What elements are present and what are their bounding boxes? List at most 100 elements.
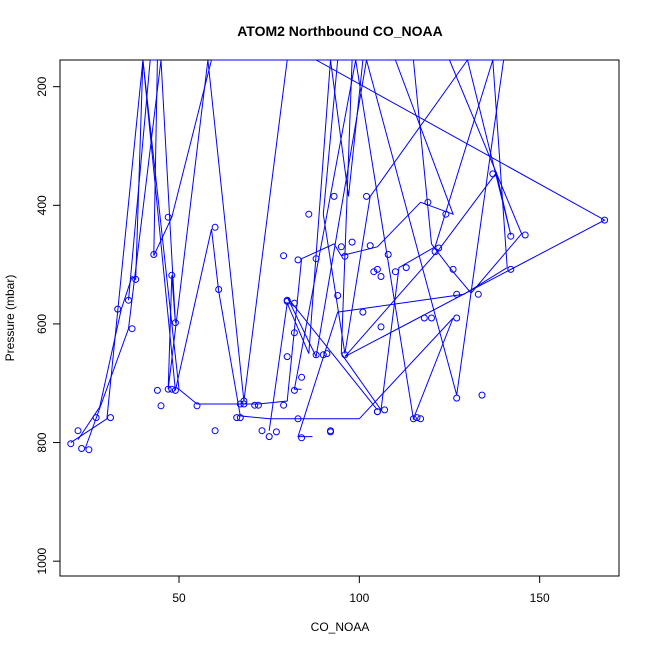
data-point xyxy=(280,401,288,409)
data-point xyxy=(377,273,385,280)
x-tick-label: 100 xyxy=(349,591,369,605)
data-point xyxy=(125,296,132,304)
data-point xyxy=(521,231,529,239)
data-point xyxy=(78,445,86,452)
data-point xyxy=(391,268,399,276)
data-point xyxy=(211,427,219,435)
data-point xyxy=(298,434,306,442)
data-point xyxy=(420,314,428,322)
data-point xyxy=(211,223,219,231)
data-point xyxy=(240,400,248,408)
data-point xyxy=(164,213,172,221)
data-point xyxy=(373,265,381,273)
data-point xyxy=(453,290,461,298)
data-point xyxy=(128,325,136,333)
x-tick-label: 50 xyxy=(172,591,186,605)
data-point xyxy=(330,192,338,200)
data-point xyxy=(236,414,244,422)
data-point xyxy=(319,351,327,359)
data-point xyxy=(337,243,345,251)
data-point xyxy=(283,353,291,361)
data-point xyxy=(424,198,432,206)
y-axis-label: Pressure (mbar) xyxy=(3,275,17,362)
data-point xyxy=(417,415,425,423)
data-point xyxy=(384,251,392,258)
data-point xyxy=(453,314,461,322)
data-point xyxy=(474,290,482,298)
data-point xyxy=(341,351,349,359)
data-point xyxy=(67,440,75,448)
data-point xyxy=(442,210,450,218)
y-tick-label: 1000 xyxy=(35,548,49,575)
series-line-2 xyxy=(77,59,454,440)
data-point xyxy=(85,446,93,454)
data-point xyxy=(298,373,306,381)
data-point xyxy=(435,244,443,252)
data-point xyxy=(215,286,223,293)
data-point xyxy=(507,265,515,273)
data-point xyxy=(236,400,244,408)
data-point xyxy=(370,268,378,276)
data-point xyxy=(348,238,356,246)
data-point xyxy=(193,402,201,410)
data-point xyxy=(366,242,374,250)
data-point xyxy=(254,401,262,409)
series-line-1 xyxy=(128,58,606,411)
y-axis: 200 400 600 800 1000 xyxy=(35,76,60,575)
series-line-3 xyxy=(84,59,523,449)
data-point xyxy=(265,433,273,441)
data-point xyxy=(373,408,381,416)
marker-layer xyxy=(67,170,609,454)
data-point xyxy=(363,192,370,200)
data-point xyxy=(431,248,439,256)
y-tick-label: 200 xyxy=(35,76,49,96)
data-point xyxy=(92,414,100,422)
data-point xyxy=(453,394,461,402)
x-axis-label: CO_NOAA xyxy=(311,620,370,634)
data-point xyxy=(449,265,457,273)
data-point xyxy=(150,251,158,258)
data-point xyxy=(290,386,298,394)
data-point xyxy=(381,406,389,414)
data-point xyxy=(272,428,280,436)
data-point xyxy=(290,329,298,337)
data-point xyxy=(157,402,165,410)
chart-title: ATOM2 Northbound CO_NOAA xyxy=(237,23,443,39)
data-point xyxy=(428,314,435,322)
data-point xyxy=(107,414,114,422)
data-point xyxy=(132,275,140,283)
x-axis: 50 100 150 xyxy=(172,576,550,605)
series-layer xyxy=(70,58,606,449)
series-line-4 xyxy=(70,59,454,444)
data-point xyxy=(327,428,334,436)
data-point xyxy=(305,210,313,218)
y-tick-label: 600 xyxy=(35,314,49,334)
data-point xyxy=(323,350,331,358)
data-point xyxy=(153,386,161,394)
data-point xyxy=(168,271,176,279)
data-point xyxy=(413,414,421,422)
data-point xyxy=(341,252,349,260)
data-point xyxy=(478,391,486,399)
data-point xyxy=(294,256,302,264)
data-point xyxy=(601,216,609,224)
data-point xyxy=(168,385,176,393)
y-tick-label: 800 xyxy=(35,432,49,452)
data-point xyxy=(409,415,417,423)
data-point xyxy=(507,232,515,240)
data-point xyxy=(258,427,266,435)
data-point xyxy=(283,297,291,305)
data-point xyxy=(233,414,241,422)
data-point xyxy=(280,252,288,260)
data-point xyxy=(334,292,342,299)
data-point xyxy=(251,401,259,409)
data-point xyxy=(312,255,320,263)
data-point xyxy=(359,308,367,316)
data-point xyxy=(171,319,179,327)
data-point xyxy=(171,386,179,394)
data-point xyxy=(114,305,122,313)
data-point xyxy=(312,351,320,359)
data-point xyxy=(74,427,82,435)
data-point xyxy=(164,385,172,393)
data-point xyxy=(290,299,298,307)
